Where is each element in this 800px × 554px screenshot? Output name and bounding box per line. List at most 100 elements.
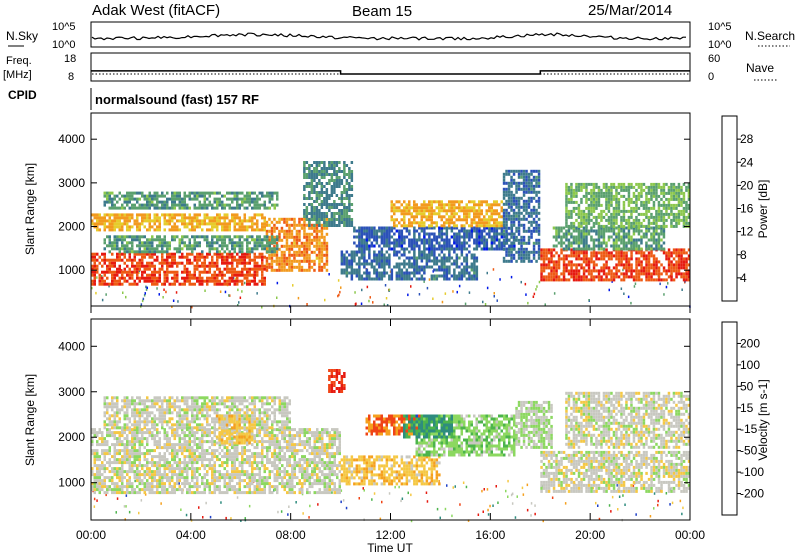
- time-tick-label: 00:00: [675, 528, 705, 542]
- velocity-range-tick-label: 4000: [58, 339, 85, 353]
- velocity-range-tick-label: 2000: [58, 430, 85, 444]
- noise-right-tick-bottom: 10^0: [708, 39, 732, 51]
- velocity-speckle: [507, 495, 509, 498]
- velocity-speckle: [653, 507, 655, 510]
- power-region-10: [540, 248, 691, 282]
- freq-label-line1: Freq.: [6, 55, 32, 67]
- velocity-speckle: [105, 493, 107, 497]
- velocity-speckle: [340, 489, 343, 492]
- power-speckle: [536, 285, 538, 288]
- velocity-speckle: [530, 514, 532, 517]
- power-region-8: [390, 200, 503, 228]
- velocity-speckle: [522, 493, 525, 496]
- velocity-speckle: [125, 505, 127, 508]
- velocity-speckle: [373, 492, 376, 495]
- power-speckle: [234, 277, 237, 281]
- velocity-region-9: [540, 450, 691, 493]
- power-range-tick-label: 3000: [58, 176, 85, 190]
- power-speckle: [276, 296, 278, 299]
- power-speckle: [241, 290, 243, 293]
- power-speckle: [237, 288, 239, 292]
- power-speckle: [101, 298, 104, 302]
- velocity-speckle: [220, 501, 222, 504]
- power-speckle: [410, 285, 412, 288]
- plot-title: Adak West (fitACF): [92, 2, 220, 19]
- power-speckle: [162, 296, 164, 299]
- power-range-axis-label: Slant Range [km]: [23, 163, 37, 255]
- velocity-speckle: [225, 516, 227, 520]
- power-speckle: [156, 287, 158, 290]
- power-speckle: [125, 295, 127, 299]
- power-speckle: [659, 282, 661, 286]
- velocity-panel: 4000 3000 2000 1000 Slant Range [km] 200 100…: [23, 318, 770, 523]
- velocity-colorbar-label: Velocity [m s-1]: [756, 379, 770, 460]
- velocity-speckle: [611, 495, 614, 499]
- time-axis: 00:00 04:00 08:00 12:00 16:00 20:00 00:00: [76, 306, 705, 542]
- power-speckle: [386, 304, 389, 307]
- velocity-region-7: [403, 414, 453, 439]
- power-speckle: [553, 292, 556, 295]
- velocity-speckle: [342, 499, 345, 502]
- nave-tick-bottom: 0: [708, 71, 714, 83]
- power-speckle: [681, 288, 683, 291]
- velocity-speckle: [526, 483, 529, 487]
- power-colorbar-tick-label: 12: [740, 225, 754, 239]
- velocity-colorbar-tick-label: 15: [740, 401, 754, 415]
- velocity-speckle: [595, 501, 597, 505]
- velocity-speckle: [635, 513, 637, 516]
- power-speckle: [140, 303, 143, 306]
- velocity-speckle: [436, 507, 439, 511]
- power-speckle: [276, 281, 279, 285]
- velocity-speckle: [426, 500, 429, 503]
- velocity-speckle: [400, 499, 402, 503]
- velocity-speckle: [617, 488, 619, 491]
- power-speckle: [144, 292, 146, 295]
- power-speckle: [232, 276, 235, 280]
- velocity-speckle: [198, 506, 200, 509]
- velocity-speckle: [288, 505, 290, 508]
- velocity-speckle: [608, 504, 611, 507]
- power-speckle: [441, 300, 444, 304]
- freq-panel: Freq. [MHz] 18 8 60 0 Nave: [3, 52, 778, 83]
- power-speckle: [141, 299, 144, 303]
- power-speckle: [524, 282, 527, 286]
- velocity-speckle: [551, 496, 554, 499]
- velocity-region-1: [103, 396, 291, 430]
- power-speckle: [143, 294, 146, 297]
- velocity-speckle: [240, 519, 242, 522]
- velocity-speckle: [657, 503, 659, 507]
- velocity-colorbar: 200 100 50 15 -15 -50 -100 -200: [721, 321, 764, 516]
- time-tick-label: 12:00: [375, 528, 405, 542]
- velocity-speckle: [495, 485, 497, 488]
- velocity-speckle: [96, 499, 98, 502]
- power-speckle: [337, 294, 339, 298]
- velocity-speckle: [125, 494, 128, 497]
- power-speckle: [527, 301, 529, 305]
- velocity-speckle: [597, 504, 599, 507]
- beam-label: Beam 15: [352, 3, 412, 20]
- velocity-speckle: [248, 504, 251, 508]
- noise-panel: N.Sky 10^5 10^0 10^5 10^0 N.Search: [6, 21, 795, 51]
- power-speckle: [204, 289, 206, 292]
- velocity-speckle: [138, 511, 140, 515]
- power-speckle: [292, 284, 294, 287]
- cpid-text: normalsound (fast) 157 RF: [95, 92, 259, 107]
- power-speckle: [468, 291, 471, 294]
- power-speckle: [108, 284, 110, 288]
- velocity-speckle: [280, 510, 283, 513]
- power-speckle: [366, 285, 369, 289]
- velocity-speckle: [340, 500, 342, 504]
- power-speckle: [175, 291, 178, 294]
- velocity-speckle: [482, 510, 484, 513]
- velocity-speckle: [682, 506, 684, 510]
- time-tick-label: 20:00: [575, 528, 605, 542]
- power-speckle: [496, 299, 498, 302]
- power-colorbar-tick-label: 16: [740, 202, 754, 216]
- velocity-speckle: [510, 493, 513, 497]
- velocity-speckle: [530, 502, 533, 505]
- power-colorbar-tick-label: 24: [740, 155, 754, 169]
- time-tick-label: 00:00: [76, 528, 106, 542]
- power-speckle: [611, 280, 613, 283]
- velocity-speckle: [511, 492, 514, 495]
- freq-tick-top: 18: [64, 53, 76, 65]
